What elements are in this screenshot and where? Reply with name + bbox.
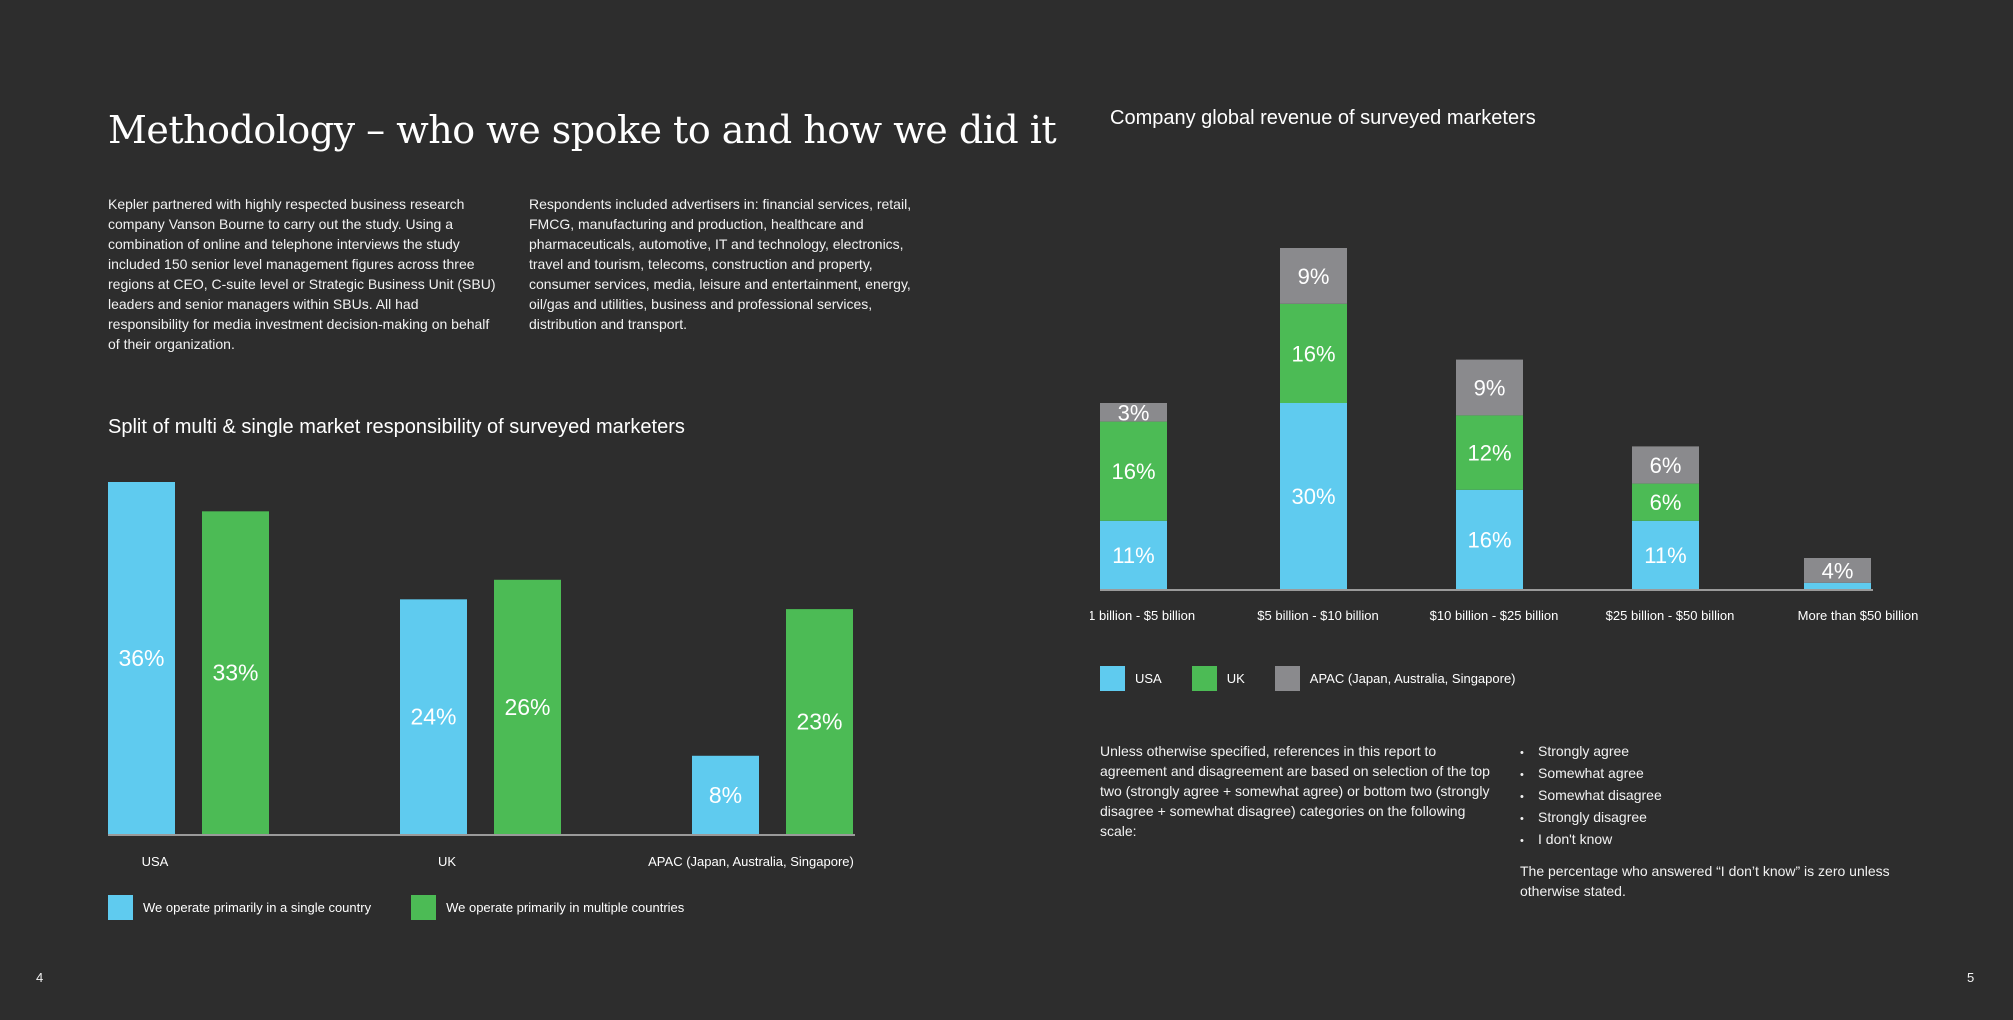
bar-usa-single — [108, 482, 175, 834]
data-label: 6% — [1650, 490, 1682, 515]
data-label: 24% — [410, 704, 456, 730]
bar-segment-uk-0 — [1100, 421, 1167, 521]
data-label: 3% — [1118, 400, 1150, 425]
legend-label-single-country: We operate primarily in a single country — [143, 900, 372, 915]
legend-label-uk: UK — [1226, 671, 1245, 686]
data-label: 26% — [504, 694, 550, 720]
dont-know-note: The percentage who answered “I don’t kno… — [1520, 863, 1890, 899]
scale-item: Strongly disagree — [1520, 807, 1662, 829]
x-tick-label: $10 billion - $25 billion — [1430, 608, 1559, 623]
scale-item: Somewhat agree — [1520, 763, 1662, 785]
scale-item: Strongly agree — [1520, 741, 1662, 763]
page-title: Methodology – who we spoke to and how we… — [108, 108, 1057, 152]
bar-segment-usa-0 — [1100, 520, 1167, 589]
legend-item-multiple-countries: We operate primarily in multiple countri… — [411, 895, 684, 920]
data-label: 36% — [118, 645, 164, 671]
bar-segment-usa-3 — [1632, 520, 1699, 589]
data-label: 11% — [1644, 543, 1686, 568]
bar-usa-multiple — [202, 511, 269, 834]
bar-segment-usa-4 — [1804, 582, 1871, 589]
bar-uk-single — [400, 599, 467, 834]
data-label: 9% — [1474, 376, 1506, 401]
bar-segment-uk-2 — [1456, 415, 1523, 490]
scale-item: I don't know — [1520, 829, 1662, 851]
data-label: 11% — [1112, 543, 1154, 568]
legend-swatch-apac — [1274, 666, 1300, 691]
agreement-scale-list: Strongly agree Somewhat agree Somewhat d… — [1520, 741, 1662, 851]
legend-swatch-multiple-countries — [411, 895, 437, 920]
bar-segment-apac-1 — [1280, 248, 1347, 304]
market-split-legend: We operate primarily in a single country… — [108, 895, 724, 920]
legend-item-uk: UK — [1191, 666, 1245, 691]
bar-segment-usa-2 — [1456, 489, 1523, 589]
data-label: 16% — [1111, 459, 1155, 484]
revenue-chart-title: Company global revenue of surveyed marke… — [1110, 107, 1536, 129]
legend-item-single-country: We operate primarily in a single country — [108, 895, 371, 920]
x-tick-label: USA — [142, 854, 169, 869]
bar-segment-apac-0 — [1100, 403, 1167, 422]
bar-uk-multiple — [494, 579, 561, 834]
bar-segment-uk-1 — [1280, 303, 1347, 403]
x-tick-label: $1 billion - $5 billion — [1090, 608, 1195, 623]
legend-label-multiple-countries: We operate primarily in multiple countri… — [446, 900, 685, 915]
data-label: 16% — [1467, 527, 1511, 552]
market-split-chart: 36% 33% USA 24% 26% UK 8% 23% APAC (Japan, Austr… — [108, 482, 855, 869]
intro-paragraph-right: Respondents included advertisers in: fin… — [529, 196, 912, 332]
intro-paragraph-left: Kepler partnered with highly respected b… — [108, 196, 496, 352]
x-tick-label: UK — [438, 854, 456, 869]
bar-segment-apac-3 — [1632, 446, 1699, 484]
x-tick-label: APAC (Japan, Australia, Singapore) — [648, 854, 854, 869]
x-tick-label: $25 billion - $50 billion — [1606, 608, 1735, 623]
data-label: 12% — [1467, 441, 1511, 466]
x-tick-label: $5 billion - $10 billion — [1257, 608, 1378, 623]
data-label: 33% — [212, 660, 258, 686]
data-label: 9% — [1298, 264, 1330, 289]
legend-item-usa: USA — [1100, 666, 1162, 691]
legend-item-apac: APAC (Japan, Australia, Singapore) — [1274, 666, 1516, 691]
data-label: 30% — [1291, 484, 1335, 509]
market-split-chart-title: Split of multi & single market responsib… — [108, 416, 685, 438]
legend-swatch-usa — [1100, 666, 1125, 691]
data-label: 23% — [796, 709, 842, 735]
legend-label-apac: APAC (Japan, Australia, Singapore) — [1309, 671, 1516, 686]
bar-segment-uk-3 — [1632, 483, 1699, 521]
legend-swatch-uk — [1191, 666, 1217, 691]
scale-note: Unless otherwise specified, references i… — [1100, 743, 1490, 839]
bar-segment-usa-1 — [1280, 403, 1347, 589]
data-label: 16% — [1291, 341, 1335, 366]
x-tick-label: More than $50 billion — [1798, 608, 1919, 623]
page-number-right: 5 — [1967, 970, 1975, 985]
bar-apac-japan-australia-singapore-single — [692, 755, 759, 834]
bar-segment-apac-4 — [1804, 558, 1871, 583]
scale-item: Somewhat disagree — [1520, 785, 1662, 807]
data-label: 6% — [1650, 453, 1682, 478]
revenue-chart: 11% 16% 3% $1 billion - $5 billion 30% 16% 9% $… — [1090, 248, 1919, 623]
data-label: 8% — [709, 782, 742, 808]
bar-segment-apac-2 — [1456, 359, 1523, 416]
data-label: 4% — [1822, 558, 1854, 583]
revenue-legend: USA UK APAC (Japan, Australia, Singapore… — [1100, 666, 1546, 691]
bar-apac-japan-australia-singapore-multiple — [786, 609, 853, 834]
legend-label-usa: USA — [1135, 671, 1162, 686]
page-number-left: 4 — [36, 970, 44, 985]
legend-swatch-single-country — [108, 895, 133, 920]
